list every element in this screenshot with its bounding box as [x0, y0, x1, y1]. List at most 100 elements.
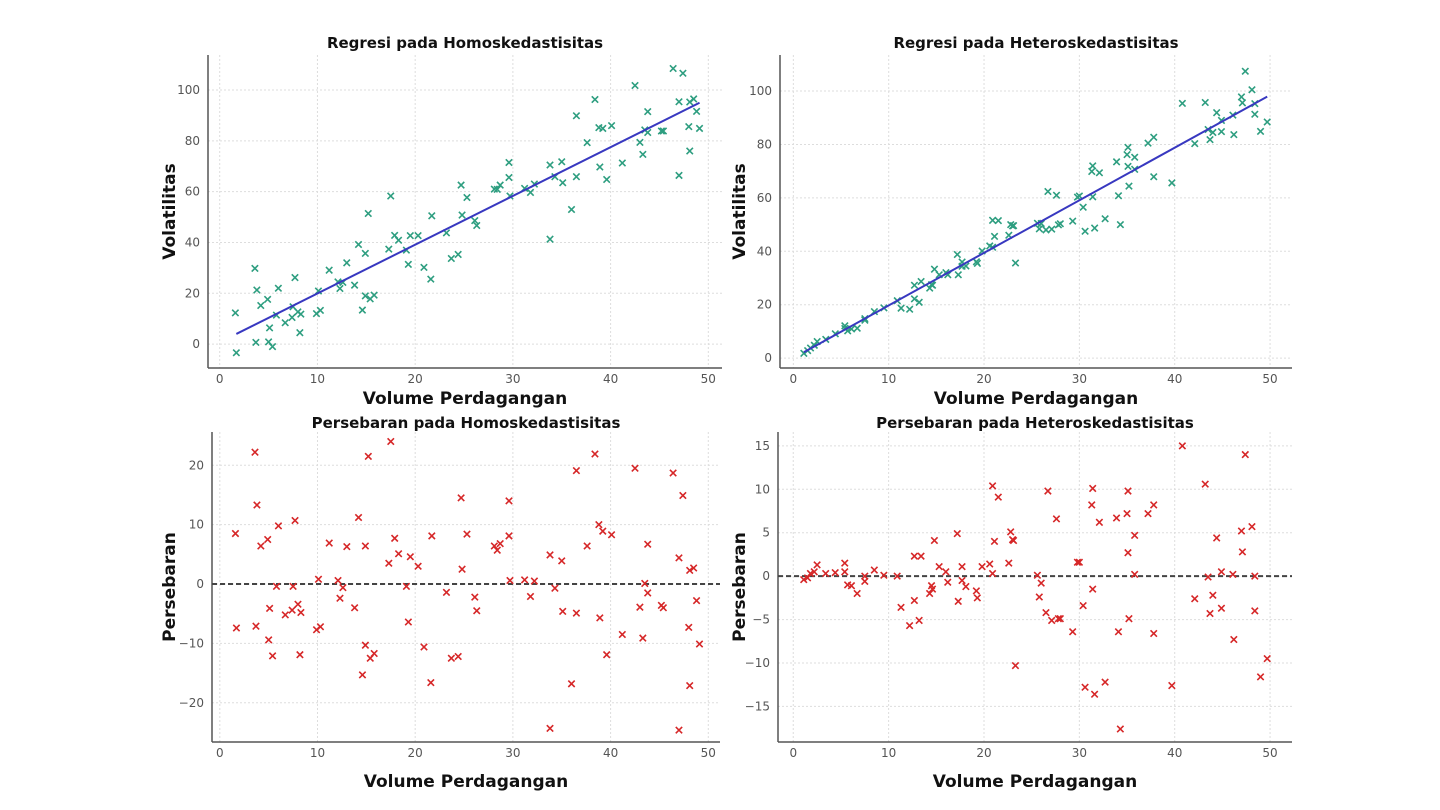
- data-point: [404, 618, 413, 626]
- data-point: [1251, 110, 1259, 119]
- data-point: [1149, 173, 1158, 181]
- data-point: [1116, 725, 1125, 733]
- data-point: [567, 205, 576, 214]
- data-point: [803, 574, 812, 582]
- data-point: [953, 250, 962, 259]
- data-point: [1149, 501, 1158, 509]
- data-point: [1056, 220, 1065, 228]
- data-point: [1149, 133, 1158, 142]
- y-tick-label: 40: [185, 235, 200, 249]
- data-point: [390, 534, 399, 543]
- data-point: [994, 493, 1003, 501]
- data-point: [1047, 225, 1056, 233]
- y-tick-label: 0: [762, 569, 770, 583]
- data-point: [567, 680, 576, 688]
- data-point: [1088, 585, 1097, 593]
- data-point: [1052, 515, 1061, 523]
- data-point: [840, 568, 849, 576]
- x-tick-label: 30: [505, 746, 520, 760]
- data-point: [526, 188, 535, 197]
- y-tick-label: −10: [179, 636, 204, 650]
- data-point: [268, 652, 277, 660]
- data-point: [442, 588, 451, 597]
- data-point: [232, 348, 241, 357]
- x-tick-label: 30: [1072, 746, 1087, 760]
- data-point: [636, 138, 644, 147]
- data-point: [1090, 224, 1099, 232]
- data-point: [385, 559, 393, 568]
- data-point: [364, 209, 373, 218]
- data-point: [1201, 98, 1210, 107]
- data-point: [496, 539, 504, 548]
- data-point: [336, 594, 344, 603]
- data-point: [1101, 214, 1109, 223]
- data-point: [1144, 509, 1152, 518]
- data-point: [428, 532, 436, 540]
- x-tick-label: 50: [701, 372, 716, 386]
- data-point: [1124, 162, 1132, 171]
- data-point: [343, 542, 351, 551]
- data-point: [1088, 162, 1097, 170]
- data-point: [988, 216, 997, 225]
- data-point: [639, 634, 647, 642]
- data-point: [361, 641, 370, 649]
- data-point: [339, 583, 347, 592]
- data-point: [1090, 690, 1099, 699]
- data-point: [268, 342, 277, 351]
- data-point: [607, 530, 616, 539]
- data-point: [1112, 158, 1121, 166]
- data-point: [639, 150, 647, 159]
- data-point: [1005, 559, 1013, 567]
- x-tick-label: 20: [976, 746, 991, 760]
- data-point: [958, 576, 966, 585]
- y-tick-label: 20: [185, 286, 200, 300]
- data-point: [387, 437, 395, 446]
- data-point: [853, 589, 861, 598]
- data-point: [1088, 484, 1097, 493]
- data-point: [942, 568, 950, 576]
- y-tick-label: −10: [745, 656, 770, 670]
- data-point: [530, 577, 539, 585]
- x-tick-label: 50: [701, 746, 716, 760]
- data-point: [232, 624, 241, 632]
- data-point: [358, 306, 367, 314]
- data-point: [1123, 150, 1131, 159]
- data-point: [272, 582, 281, 591]
- data-point: [1114, 191, 1123, 200]
- data-point: [557, 557, 566, 565]
- chart-title: Regresi pada Homoskedastisitas: [327, 34, 603, 52]
- data-point: [325, 539, 333, 547]
- data-point: [1230, 635, 1238, 644]
- data-point: [1124, 143, 1132, 152]
- data-point: [557, 157, 566, 166]
- data-point: [546, 551, 554, 559]
- x-tick-label: 50: [1262, 746, 1277, 760]
- data-point: [1081, 683, 1089, 692]
- data-point: [1256, 673, 1265, 681]
- data-point: [428, 212, 436, 220]
- y-tick-label: 0: [764, 351, 772, 365]
- data-point: [334, 576, 342, 585]
- data-point: [618, 630, 627, 639]
- data-point: [253, 501, 261, 509]
- y-tick-label: 15: [755, 439, 770, 453]
- data-point: [1042, 226, 1050, 234]
- data-point: [257, 301, 265, 310]
- data-point: [893, 572, 901, 580]
- data-point: [316, 623, 325, 631]
- data-point: [427, 275, 435, 283]
- data-point: [1248, 85, 1256, 94]
- data-point: [505, 173, 513, 182]
- y-tick-label: 0: [192, 337, 200, 351]
- data-point: [861, 577, 869, 586]
- data-point: [910, 552, 919, 560]
- data-point: [264, 636, 273, 644]
- data-point: [897, 304, 905, 312]
- y-tick-label: 10: [755, 482, 770, 496]
- x-axis-label: Volume Perdagangan: [934, 389, 1139, 409]
- data-point: [1217, 127, 1226, 136]
- data-point: [447, 254, 456, 263]
- data-point: [972, 587, 981, 595]
- x-tick-label: 20: [408, 372, 423, 386]
- data-point: [978, 562, 986, 571]
